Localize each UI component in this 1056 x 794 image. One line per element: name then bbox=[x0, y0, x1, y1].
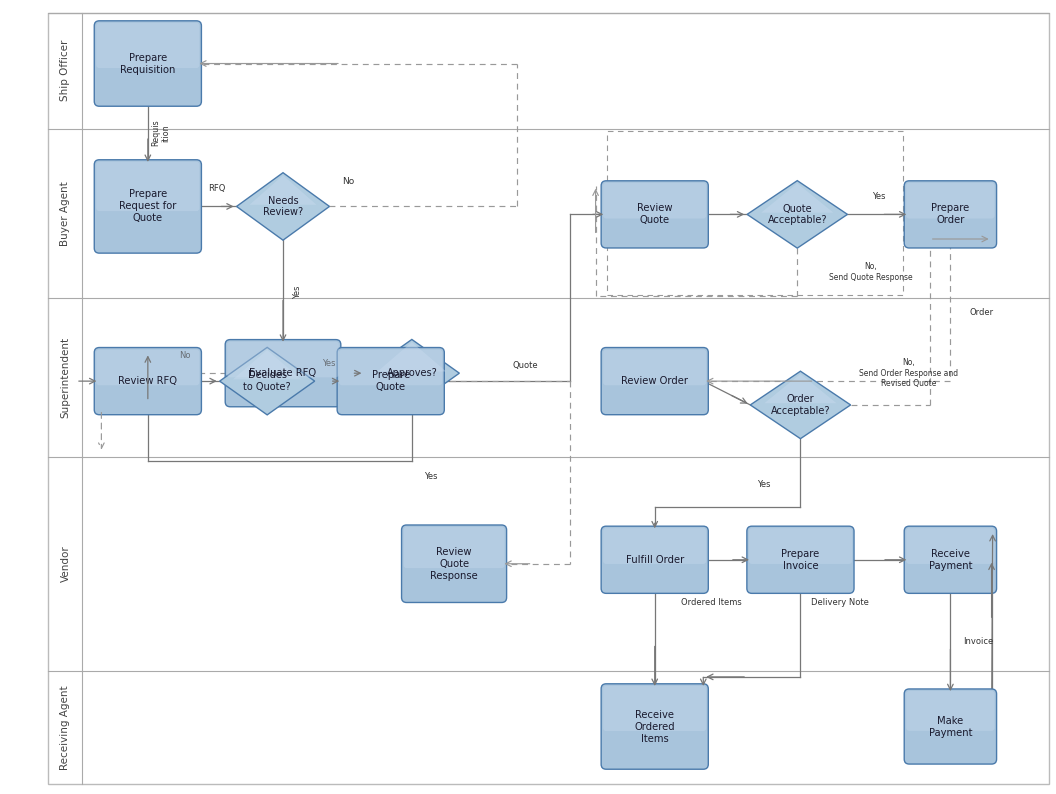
Text: Quote: Quote bbox=[512, 360, 538, 370]
FancyBboxPatch shape bbox=[603, 686, 706, 731]
Text: Review Order: Review Order bbox=[621, 376, 689, 386]
Text: Receiving Agent: Receiving Agent bbox=[60, 685, 71, 770]
FancyBboxPatch shape bbox=[603, 183, 706, 218]
Text: Make
Payment: Make Payment bbox=[928, 715, 973, 738]
FancyBboxPatch shape bbox=[603, 349, 706, 385]
Text: Prepare
Request for
Quote: Prepare Request for Quote bbox=[119, 190, 176, 223]
Text: Yes: Yes bbox=[425, 472, 437, 481]
FancyBboxPatch shape bbox=[747, 526, 854, 593]
Text: Review RFQ: Review RFQ bbox=[118, 376, 177, 386]
Text: No,
Send Quote Response: No, Send Quote Response bbox=[829, 262, 912, 282]
FancyBboxPatch shape bbox=[339, 349, 442, 385]
Text: Superintendent: Superintendent bbox=[60, 337, 71, 418]
Text: Decides
to Quote?: Decides to Quote? bbox=[243, 370, 291, 392]
Polygon shape bbox=[220, 347, 315, 414]
Polygon shape bbox=[378, 342, 446, 372]
Text: Prepare
Invoice: Prepare Invoice bbox=[781, 549, 819, 571]
FancyBboxPatch shape bbox=[94, 160, 202, 253]
FancyBboxPatch shape bbox=[227, 341, 339, 377]
FancyBboxPatch shape bbox=[906, 691, 995, 730]
Text: Order: Order bbox=[969, 307, 994, 317]
Text: Prepare
Quote: Prepare Quote bbox=[372, 370, 410, 392]
Text: Quote
Acceptable?: Quote Acceptable? bbox=[768, 203, 827, 225]
Polygon shape bbox=[233, 350, 301, 380]
Text: Order
Acceptable?: Order Acceptable? bbox=[771, 394, 830, 416]
Polygon shape bbox=[765, 374, 836, 403]
Polygon shape bbox=[748, 181, 848, 248]
Text: Buyer Agent: Buyer Agent bbox=[60, 181, 71, 245]
FancyBboxPatch shape bbox=[96, 162, 200, 211]
FancyBboxPatch shape bbox=[601, 348, 709, 414]
FancyBboxPatch shape bbox=[601, 526, 709, 593]
FancyBboxPatch shape bbox=[96, 349, 200, 385]
FancyBboxPatch shape bbox=[601, 181, 709, 248]
FancyBboxPatch shape bbox=[601, 684, 709, 769]
Text: Needs
Review?: Needs Review? bbox=[263, 195, 303, 218]
Text: Yes: Yes bbox=[871, 192, 885, 202]
FancyBboxPatch shape bbox=[906, 528, 995, 564]
Text: No: No bbox=[342, 176, 355, 186]
FancyBboxPatch shape bbox=[94, 348, 202, 414]
FancyBboxPatch shape bbox=[403, 527, 505, 568]
Text: Yes: Yes bbox=[322, 359, 335, 368]
Text: Yes: Yes bbox=[757, 480, 770, 489]
FancyBboxPatch shape bbox=[603, 528, 706, 564]
FancyBboxPatch shape bbox=[94, 21, 202, 106]
Text: Prepare
Requisition: Prepare Requisition bbox=[120, 52, 175, 75]
Text: No: No bbox=[180, 351, 190, 360]
Text: Ship Officer: Ship Officer bbox=[60, 40, 71, 102]
Text: RFQ: RFQ bbox=[208, 184, 225, 194]
Polygon shape bbox=[761, 183, 833, 213]
FancyBboxPatch shape bbox=[749, 528, 852, 564]
Text: Receive
Ordered
Items: Receive Ordered Items bbox=[635, 710, 675, 743]
Polygon shape bbox=[237, 172, 329, 241]
Text: Fulfill Order: Fulfill Order bbox=[625, 555, 684, 565]
FancyBboxPatch shape bbox=[904, 181, 997, 248]
FancyBboxPatch shape bbox=[401, 525, 507, 603]
Text: Approves?: Approves? bbox=[386, 368, 437, 378]
Bar bbox=[607, 131, 903, 295]
Text: Delivery Note: Delivery Note bbox=[811, 598, 869, 607]
Text: Ordered Items: Ordered Items bbox=[681, 598, 742, 607]
Polygon shape bbox=[249, 175, 317, 205]
Polygon shape bbox=[364, 340, 459, 407]
FancyBboxPatch shape bbox=[225, 340, 341, 407]
Text: Review
Quote
Response: Review Quote Response bbox=[430, 547, 478, 580]
FancyBboxPatch shape bbox=[96, 23, 200, 68]
Text: Receive
Payment: Receive Payment bbox=[928, 549, 973, 571]
Text: Vendor: Vendor bbox=[60, 545, 71, 582]
Text: Evaluate RFQ: Evaluate RFQ bbox=[249, 368, 317, 378]
Text: Review
Quote: Review Quote bbox=[637, 203, 673, 225]
Text: Invoice: Invoice bbox=[963, 637, 994, 646]
FancyBboxPatch shape bbox=[904, 689, 997, 764]
FancyBboxPatch shape bbox=[904, 526, 997, 593]
Text: Requis
ition: Requis ition bbox=[151, 120, 170, 146]
FancyBboxPatch shape bbox=[337, 348, 445, 414]
Polygon shape bbox=[751, 372, 851, 438]
Text: Prepare
Order: Prepare Order bbox=[931, 203, 969, 225]
Text: No,
Send Order Response and
Revised Quote: No, Send Order Response and Revised Quot… bbox=[860, 358, 958, 388]
Text: Yes: Yes bbox=[294, 286, 302, 299]
FancyBboxPatch shape bbox=[906, 183, 995, 218]
